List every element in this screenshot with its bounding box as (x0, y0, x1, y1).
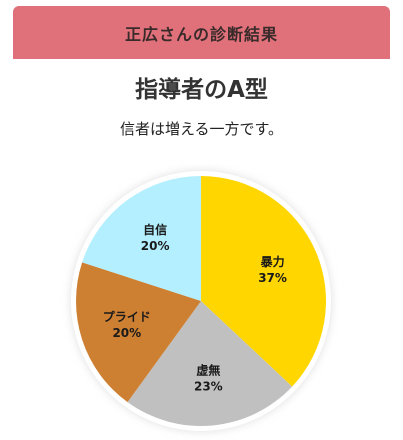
slice-value-1: 23% (194, 380, 223, 394)
slice-label-1: 虚無 (196, 363, 220, 378)
pie-slice-0 (201, 176, 327, 387)
pie-chart-svg: 暴力 37% 虚無 23% プライド 20% 自信 20% (71, 171, 331, 431)
result-header: 正広さんの診断結果 (13, 6, 390, 59)
pie-slice-1 (127, 301, 293, 427)
slice-label-3: 自信 (143, 222, 167, 237)
slice-label-0: 暴力 (260, 254, 285, 269)
pie-slice-2 (76, 262, 201, 403)
slice-label-2: プライド (103, 309, 151, 324)
slice-value-3: 20% (141, 239, 170, 253)
result-title: 指導者のA型 (135, 77, 268, 103)
result-subtitle: 信者は増える一方です。 (119, 120, 284, 138)
pie-slice-3 (82, 176, 201, 301)
slice-value-2: 20% (112, 326, 141, 340)
pie-chart: 暴力 37% 虚無 23% プライド 20% 自信 20% (60, 164, 340, 440)
slice-value-0: 37% (258, 271, 287, 285)
header-title: 正広さんの診断結果 (124, 24, 278, 44)
